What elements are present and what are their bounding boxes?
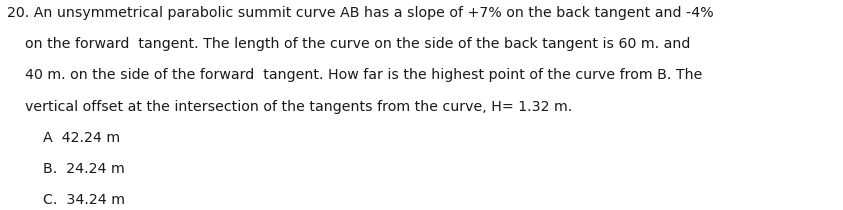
Text: 20. An unsymmetrical parabolic summit curve AB has a slope of +7% on the back ta: 20. An unsymmetrical parabolic summit cu…: [7, 6, 713, 20]
Text: on the forward  tangent. The length of the curve on the side of the back tangent: on the forward tangent. The length of th…: [7, 37, 690, 51]
Text: 40 m. on the side of the forward  tangent. How far is the highest point of the c: 40 m. on the side of the forward tangent…: [7, 68, 702, 83]
Text: A  42.24 m: A 42.24 m: [7, 131, 120, 145]
Text: vertical offset at the intersection of the tangents from the curve, H= 1.32 m.: vertical offset at the intersection of t…: [7, 100, 572, 114]
Text: C.  34.24 m: C. 34.24 m: [7, 193, 125, 207]
Text: B.  24.24 m: B. 24.24 m: [7, 162, 125, 176]
